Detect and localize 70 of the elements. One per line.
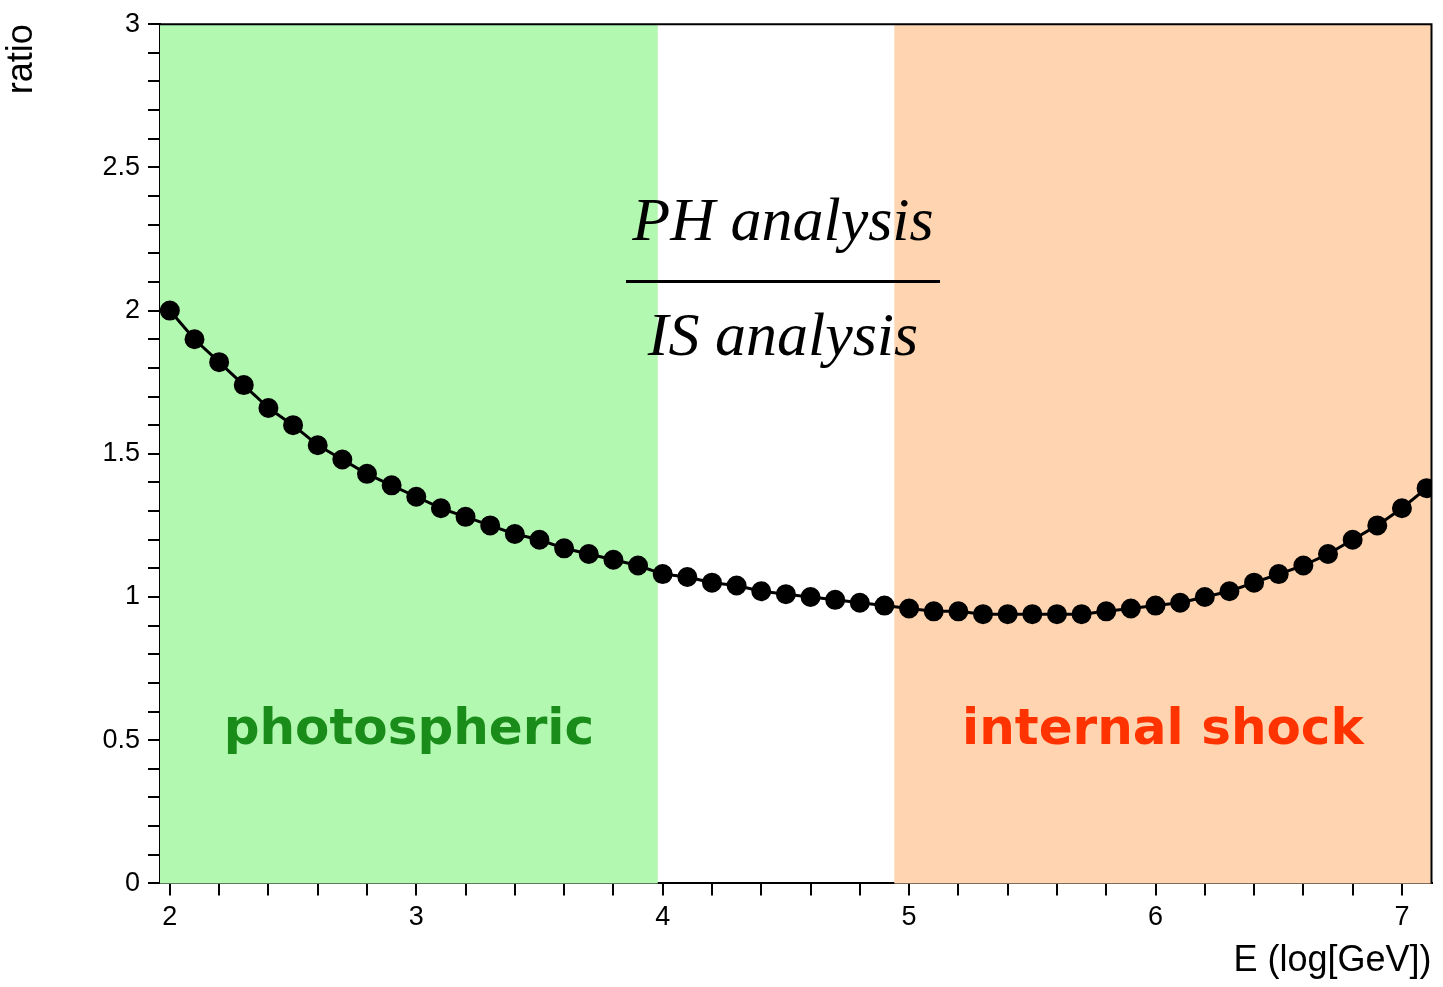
point bbox=[578, 544, 599, 565]
point bbox=[1046, 604, 1067, 625]
x-tick-label: 4 bbox=[655, 901, 671, 932]
point bbox=[1391, 498, 1412, 519]
point bbox=[356, 463, 377, 484]
point bbox=[1268, 564, 1289, 585]
x-tick-label: 7 bbox=[1394, 901, 1410, 932]
point bbox=[603, 549, 624, 570]
point bbox=[283, 415, 304, 436]
y-tick-label: 0.5 bbox=[102, 723, 140, 754]
point bbox=[1342, 529, 1363, 550]
point bbox=[1145, 595, 1166, 616]
point bbox=[554, 538, 575, 559]
y-axis-title: ratio bbox=[0, 24, 40, 95]
point bbox=[825, 589, 846, 610]
annotation: IS analysis bbox=[646, 300, 919, 369]
point bbox=[1170, 592, 1191, 613]
point bbox=[800, 587, 821, 607]
point bbox=[948, 601, 969, 622]
point bbox=[775, 584, 796, 605]
point bbox=[1071, 604, 1092, 625]
point bbox=[332, 449, 353, 470]
point bbox=[1194, 587, 1215, 607]
y-tick-label: 2.5 bbox=[102, 150, 140, 181]
y-tick-label: 2 bbox=[124, 294, 140, 325]
point bbox=[307, 435, 328, 456]
point bbox=[1318, 544, 1339, 565]
point bbox=[899, 598, 920, 619]
point bbox=[430, 498, 451, 519]
point bbox=[849, 592, 870, 613]
x-tick-label: 5 bbox=[901, 901, 917, 932]
point bbox=[1293, 555, 1314, 576]
x-tick-label: 2 bbox=[162, 901, 178, 932]
point bbox=[652, 564, 673, 585]
point bbox=[184, 329, 205, 350]
point bbox=[1367, 515, 1388, 536]
point bbox=[726, 575, 747, 596]
point bbox=[677, 566, 698, 587]
point bbox=[160, 300, 180, 321]
point bbox=[381, 475, 402, 496]
point bbox=[529, 529, 550, 550]
point bbox=[923, 601, 944, 622]
band-label: internal shock bbox=[962, 698, 1366, 757]
x-tick-label: 6 bbox=[1148, 901, 1164, 932]
point bbox=[628, 555, 649, 576]
point bbox=[1219, 581, 1240, 602]
point bbox=[1096, 601, 1117, 622]
point bbox=[406, 486, 427, 507]
point bbox=[1022, 604, 1043, 625]
point bbox=[504, 523, 525, 544]
point bbox=[455, 506, 476, 527]
annotation: PH analysis bbox=[631, 185, 934, 254]
point bbox=[973, 604, 994, 625]
point bbox=[751, 581, 772, 602]
y-tick-label: 3 bbox=[124, 7, 140, 38]
point bbox=[1120, 598, 1141, 619]
y-tick-label: 1.5 bbox=[102, 437, 140, 468]
point bbox=[480, 515, 501, 536]
point bbox=[874, 595, 895, 616]
band-label: photospheric bbox=[223, 698, 595, 757]
x-tick-label: 3 bbox=[408, 901, 424, 932]
point bbox=[701, 572, 722, 593]
point bbox=[233, 375, 254, 396]
point bbox=[1244, 572, 1265, 593]
point bbox=[258, 397, 279, 418]
point bbox=[209, 352, 230, 373]
y-tick-label: 1 bbox=[124, 580, 140, 611]
y-tick-label: 0 bbox=[124, 866, 140, 897]
x-axis-title: E (log[GeV]) bbox=[1233, 938, 1432, 980]
point bbox=[997, 604, 1018, 625]
